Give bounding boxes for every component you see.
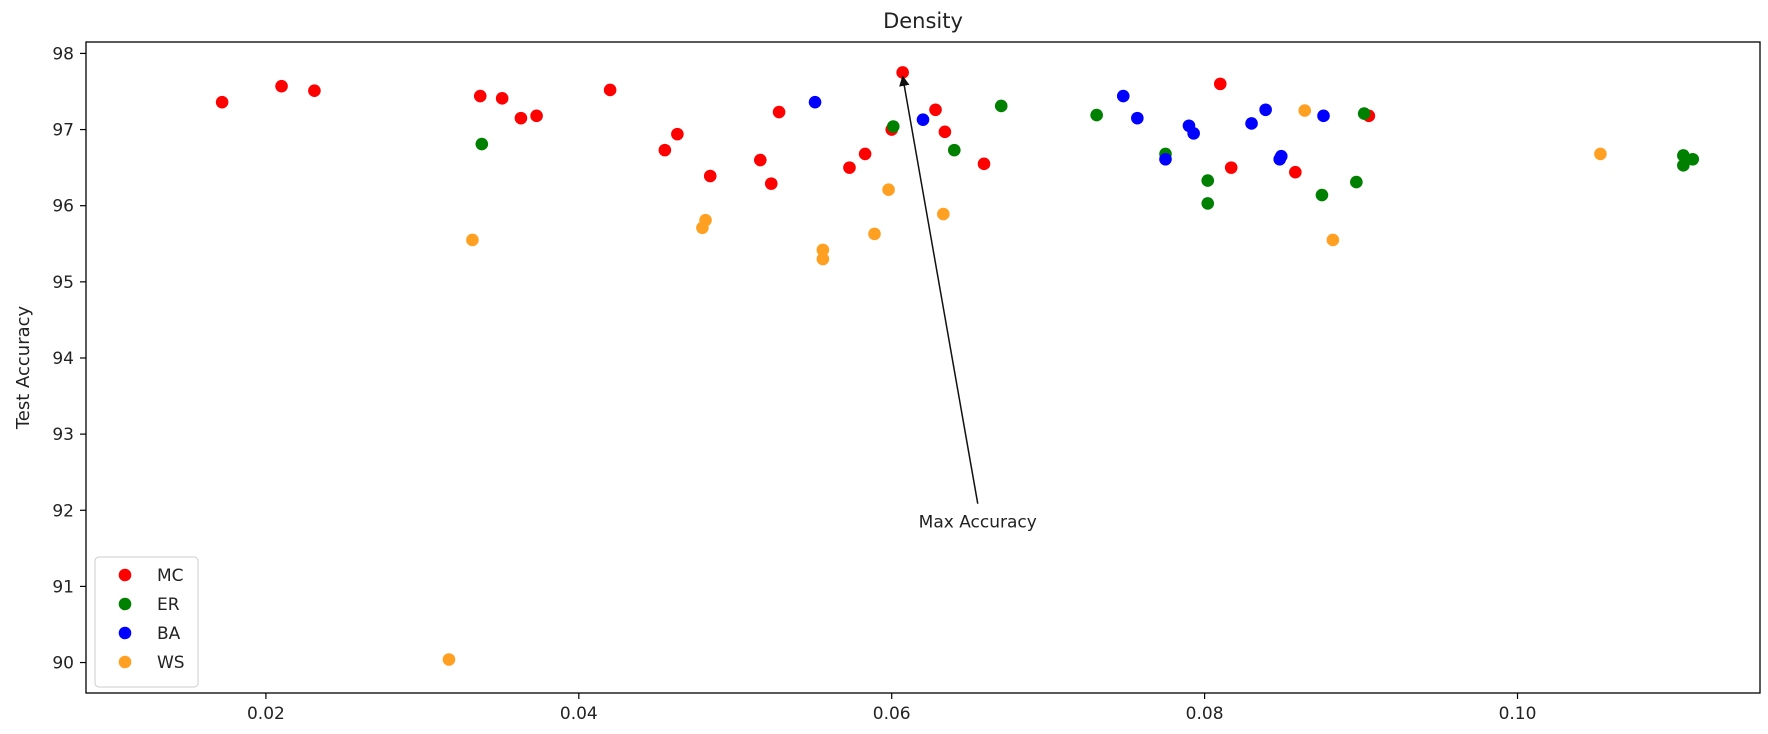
data-point-ws (816, 252, 830, 266)
series-ws (442, 104, 1607, 666)
y-tick-label: 95 (52, 273, 74, 293)
data-point-er (1677, 159, 1690, 172)
data-point-mc (753, 153, 767, 167)
data-point-ba (1116, 89, 1130, 103)
data-point-ws (816, 243, 830, 257)
data-point-mc (929, 103, 942, 117)
series-ba (808, 89, 1330, 166)
data-point-ws (882, 183, 895, 197)
y-tick-label: 91 (52, 577, 74, 597)
data-point-mc (703, 169, 717, 183)
legend-label-ws: WS (157, 653, 185, 673)
data-point-ws (466, 233, 479, 247)
data-point-mc (658, 143, 672, 157)
data-point-er (1686, 152, 1700, 166)
annotation-arrow (899, 75, 979, 504)
annotation-layer: Max Accuracy (899, 75, 1037, 533)
data-point-ba (1259, 103, 1272, 117)
data-point-mc (514, 111, 528, 125)
data-point-mc (308, 84, 321, 98)
data-point-mc (671, 127, 684, 141)
x-tick-label: 0.04 (560, 704, 598, 724)
legend-label-er: ER (157, 595, 180, 615)
ticks-layer: 0.02 0.04 0.06 0.08 0.10 90 91 92 93 94 95 96 97 98 (52, 44, 1536, 724)
data-point-mc (1289, 165, 1302, 179)
data-point-ba (1274, 149, 1288, 163)
legend-box (94, 556, 199, 688)
data-point-ba (1245, 117, 1258, 130)
data-point-er (1201, 174, 1215, 187)
data-point-er (947, 143, 961, 157)
y-tick-label: 93 (52, 425, 74, 445)
data-point-mc (858, 147, 872, 161)
data-point-ws (937, 207, 950, 221)
y-tick-label: 90 (52, 654, 74, 674)
data-point-er (475, 137, 489, 151)
y-tick-label: 97 (52, 121, 74, 141)
data-point-ws (1298, 104, 1312, 117)
data-point-ba (916, 113, 930, 126)
data-point-ba (1187, 127, 1200, 140)
data-point-mc (772, 105, 786, 119)
data-point-mc (530, 109, 543, 123)
x-tick-label: 0.06 (873, 704, 911, 724)
legend-marker-er (118, 597, 132, 611)
data-point-mc (215, 95, 229, 109)
data-point-mc (938, 125, 952, 139)
data-point-ws (699, 213, 712, 227)
data-point-er (1090, 108, 1103, 122)
y-axis-title: Test Accuracy (13, 305, 34, 430)
data-point-ba (1317, 109, 1330, 123)
data-point-er (994, 99, 1008, 113)
legend-label-mc: MC (157, 566, 184, 586)
data-point-er (1357, 107, 1371, 120)
data-point-mc (1224, 161, 1238, 174)
data-point-mc (495, 92, 509, 105)
legend-marker-ws (118, 655, 132, 669)
data-point-er (886, 120, 900, 133)
points-layer (215, 66, 1700, 666)
legend-marker-mc (118, 568, 132, 582)
x-tick-label: 0.08 (1186, 704, 1224, 724)
data-point-ba (1159, 152, 1172, 166)
data-point-mc (275, 79, 288, 93)
chart-title: Density (883, 9, 963, 33)
data-point-er (1315, 188, 1329, 202)
data-point-er (1201, 197, 1215, 210)
series-er (475, 99, 1700, 210)
y-tick-label: 94 (52, 349, 74, 369)
data-point-ba (1131, 111, 1144, 125)
data-point-ws (442, 653, 456, 666)
legend-marker-ba (118, 626, 132, 640)
data-point-mc (473, 89, 487, 103)
data-point-mc (1213, 77, 1227, 91)
legend: MC ER BA WS (94, 556, 199, 688)
data-point-mc (764, 177, 778, 190)
plot-frame (85, 41, 1761, 694)
y-tick-label: 96 (52, 197, 74, 217)
data-point-mc (603, 83, 617, 97)
data-point-ws (1594, 147, 1607, 161)
annotation-label: Max Accuracy (919, 513, 1037, 533)
data-point-ws (868, 227, 881, 241)
data-point-mc (843, 161, 856, 174)
y-tick-label: 98 (52, 44, 74, 64)
data-point-ba (808, 95, 822, 109)
y-tick-label: 92 (52, 501, 74, 521)
x-tick-label: 0.02 (247, 704, 285, 724)
legend-label-ba: BA (157, 624, 181, 644)
x-tick-label: 0.10 (1499, 704, 1537, 724)
data-point-mc (977, 157, 991, 171)
data-point-er (1350, 175, 1363, 189)
series-mc (215, 66, 1376, 190)
data-point-ws (1326, 233, 1340, 247)
